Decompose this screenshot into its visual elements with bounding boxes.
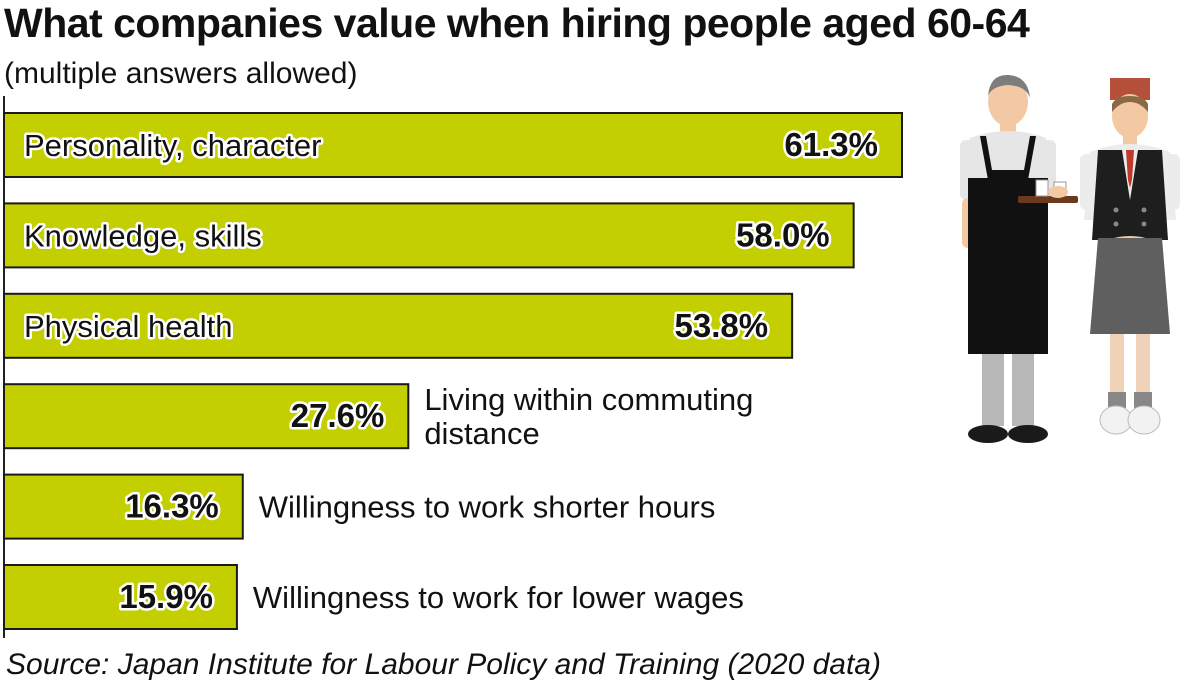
category-label-4: Willingness to work shorter hours <box>259 490 716 525</box>
category-label-2: Physical health <box>24 309 233 344</box>
bar-0 <box>3 112 903 178</box>
y-axis-line <box>3 96 5 638</box>
value-label-0: 61.3% <box>784 126 878 163</box>
source-note: Source: Japan Institute for Labour Polic… <box>6 648 881 681</box>
bar-1 <box>3 202 855 269</box>
value-label-4: 16.3% <box>125 488 219 525</box>
category-label-1: Knowledge, skills <box>24 218 262 253</box>
chart-subtitle: (multiple answers allowed) <box>4 57 358 90</box>
value-label-5: 15.9% <box>119 578 213 615</box>
bar-3 <box>3 383 410 450</box>
value-label-3: 27.6% <box>291 397 385 434</box>
workers-illustration <box>960 74 1180 443</box>
category-label-0: Personality, character <box>24 128 322 163</box>
male-worker-figure <box>960 74 1078 443</box>
bar-5 <box>3 564 238 630</box>
bar-2 <box>3 292 794 359</box>
chart-title: What companies value when hiring people … <box>4 0 1030 46</box>
female-worker-figure <box>1080 78 1180 435</box>
category-label-3: Living within commuting distance <box>424 382 753 451</box>
bar-4 <box>3 473 244 540</box>
value-label-1: 58.0% <box>736 216 830 253</box>
category-label-5: Willingness to work for lower wages <box>253 580 744 615</box>
value-label-2: 53.8% <box>675 307 769 344</box>
